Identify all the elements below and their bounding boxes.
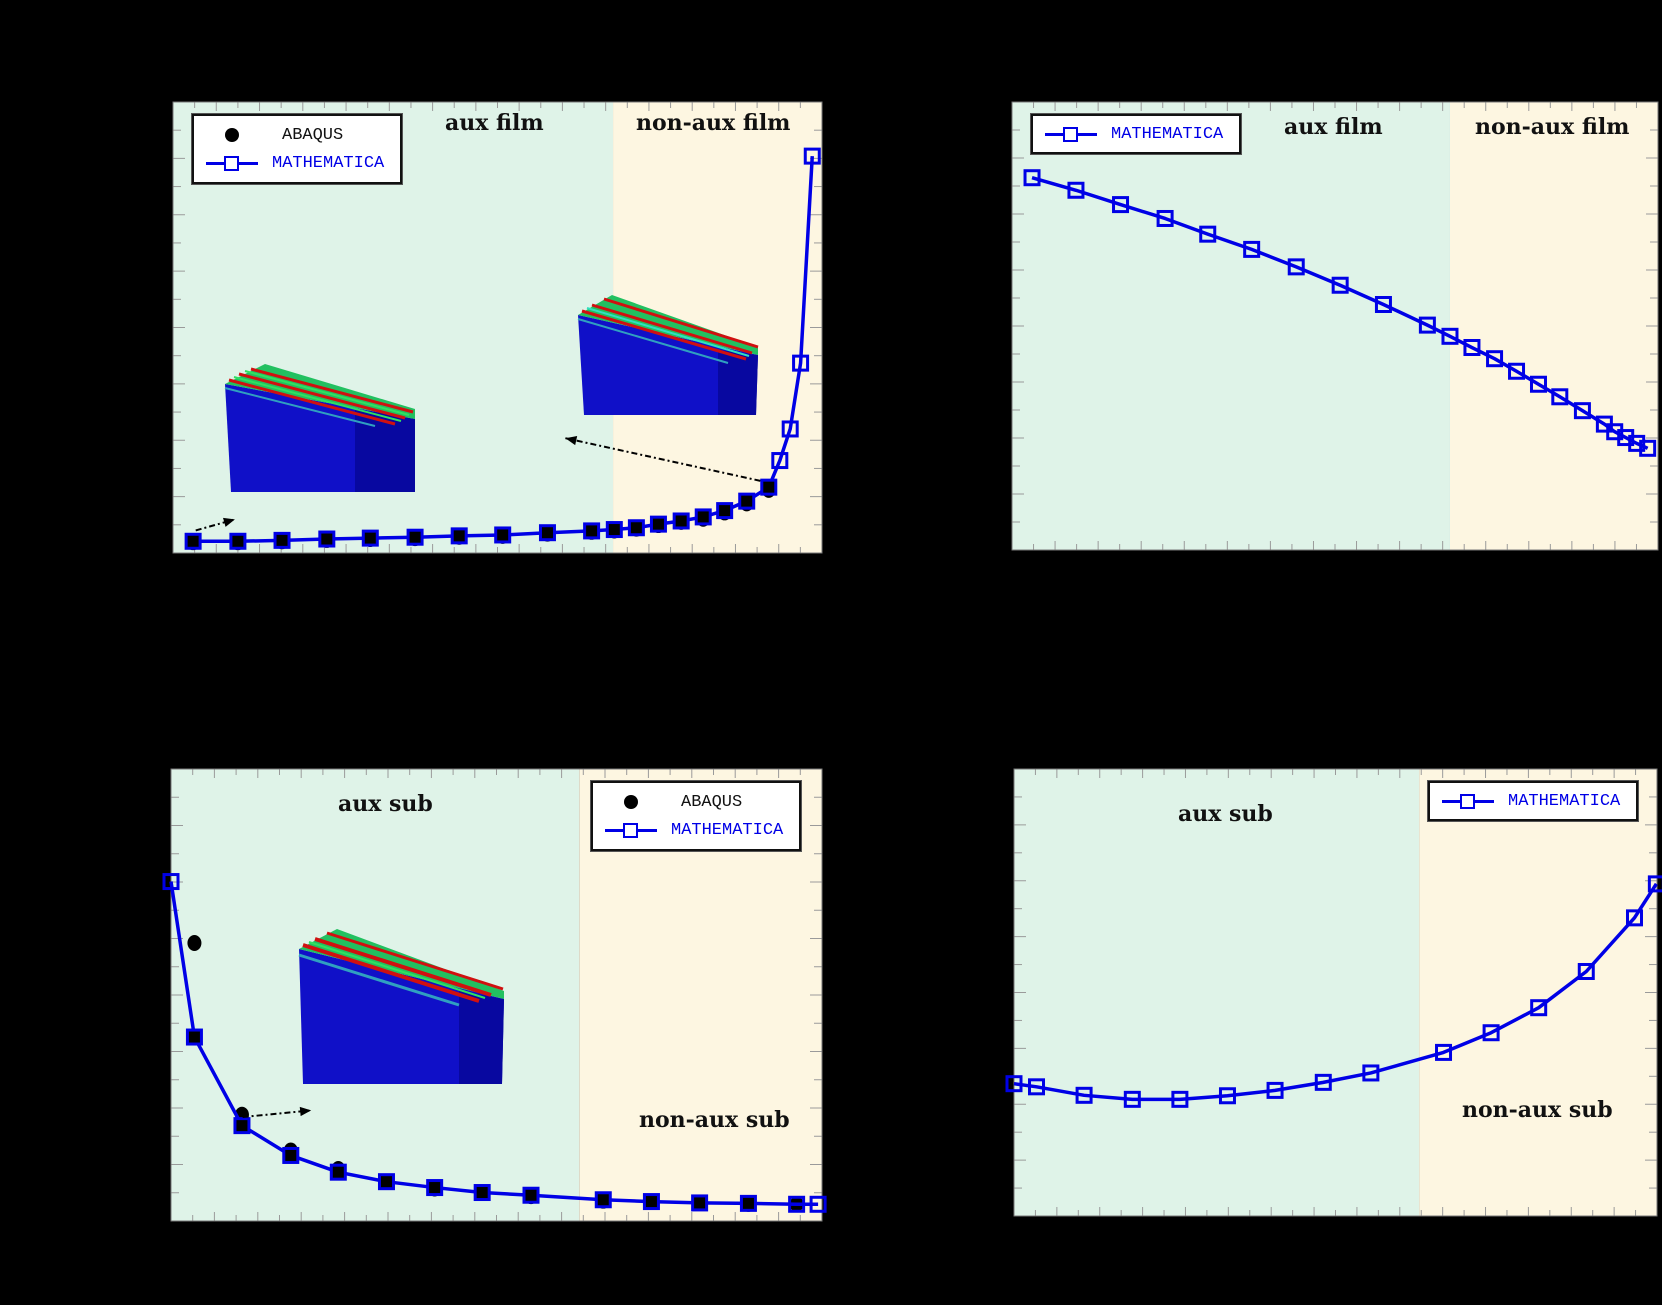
region-label-nonaux-film: non-aux film xyxy=(1475,114,1630,140)
legend-entry-abaqus: ABAQUS xyxy=(593,788,799,816)
legend-label-mathematica: MATHEMATICA xyxy=(671,820,784,840)
plot-area-bottom-right xyxy=(1005,768,1662,1217)
mathematica-line-square-icon xyxy=(603,820,659,840)
legend-entry-mathematica: MATHEMATICA xyxy=(1033,120,1239,148)
region-label-nonaux-sub: non-aux sub xyxy=(1462,1097,1613,1123)
legend-entry-mathematica: MATHEMATICA xyxy=(593,816,799,844)
legend-label-mathematica: MATHEMATICA xyxy=(272,153,385,173)
region-label-aux-sub: aux sub xyxy=(338,791,433,817)
legend-label-mathematica: MATHEMATICA xyxy=(1508,791,1621,811)
abaqus-dot-icon xyxy=(204,125,260,145)
region-label-aux-film: aux film xyxy=(445,110,544,136)
legend-label-abaqus: ABAQUS xyxy=(681,792,743,812)
plot-area-top-right xyxy=(1011,101,1659,551)
region-label-aux-sub: aux sub xyxy=(1178,801,1273,827)
legend-label-mathematica: MATHEMATICA xyxy=(1111,124,1224,144)
region-label-aux-film: aux film xyxy=(1284,114,1383,140)
panel-top-right: aux film non-aux film MATHEMATICA xyxy=(1011,101,1659,551)
legend-entry-mathematica: MATHEMATICA xyxy=(194,149,400,177)
legend-top-right: MATHEMATICA xyxy=(1031,114,1241,154)
fem-inset-aux-sub xyxy=(298,929,504,1084)
region-label-nonaux-film: non-aux film xyxy=(636,110,791,136)
panel-top-left: aux film non-aux film ABAQUS MATHEMATICA xyxy=(172,101,823,554)
fem-inset-nonaux-film xyxy=(577,295,759,415)
mathematica-line-square-icon xyxy=(204,153,260,173)
panel-bottom-right: aux sub non-aux sub MATHEMATICA xyxy=(1005,768,1662,1217)
panel-bottom-left: aux sub non-aux sub ABAQUS MATHEMATICA xyxy=(162,768,827,1222)
abaqus-dot-icon xyxy=(603,792,659,812)
region-label-nonaux-sub: non-aux sub xyxy=(639,1107,790,1133)
legend-bottom-left: ABAQUS MATHEMATICA xyxy=(591,781,801,851)
legend-label-abaqus: ABAQUS xyxy=(282,125,344,145)
mathematica-line-square-icon xyxy=(1043,124,1099,144)
mathematica-line-square-icon xyxy=(1440,791,1496,811)
legend-bottom-right: MATHEMATICA xyxy=(1428,781,1638,821)
legend-entry-abaqus: ABAQUS xyxy=(194,121,400,149)
fem-inset-aux-film xyxy=(224,364,415,492)
legend-entry-mathematica: MATHEMATICA xyxy=(1430,787,1636,815)
legend-top-left: ABAQUS MATHEMATICA xyxy=(192,114,402,184)
